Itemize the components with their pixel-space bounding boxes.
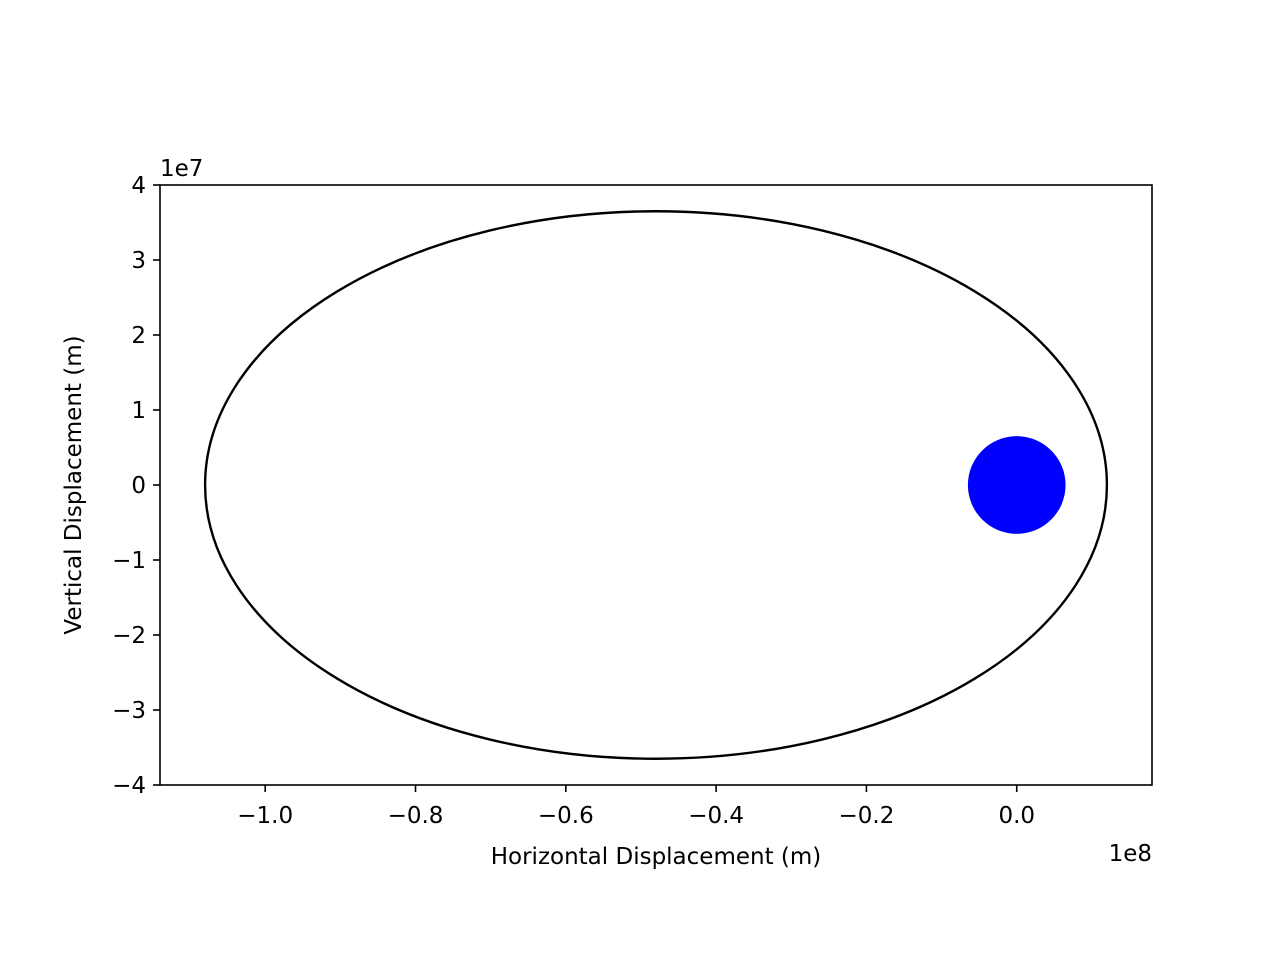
y-tick-label: 1 [131, 398, 146, 424]
x-tick-label: 0.0 [998, 803, 1035, 829]
y-tick-label: −3 [112, 698, 146, 724]
axes-frame [159, 184, 1153, 786]
x-tick-label: −0.2 [838, 803, 894, 829]
orbit-path [203, 210, 1109, 760]
y-tick-label: 3 [131, 248, 146, 274]
x-offset-label: 1e8 [1109, 841, 1152, 867]
x-tick-label: −0.8 [388, 803, 444, 829]
y-tick-label: 0 [131, 473, 146, 499]
x-axis-label: Horizontal Displacement (m) [491, 844, 822, 870]
x-tick-label: −0.4 [688, 803, 744, 829]
y-axis-ticks: 4 3 2 1 0 −1 −2 −3 −4 [112, 173, 160, 799]
y-tick-label: 2 [131, 323, 146, 349]
x-tick-label: −1.0 [237, 803, 293, 829]
y-tick-label: 4 [131, 173, 146, 199]
x-tick-label: −0.6 [538, 803, 594, 829]
y-tick-label: −2 [112, 623, 146, 649]
y-offset-label: 1e7 [160, 156, 203, 182]
plot-content [203, 210, 1109, 760]
x-axis-ticks: −1.0 −0.8 −0.6 −0.4 −0.2 0.0 [237, 785, 1035, 829]
y-tick-label: −1 [112, 548, 146, 574]
y-axis-label: Vertical Displacement (m) [61, 335, 87, 634]
y-tick-label: −4 [112, 773, 146, 799]
central-body-marker [967, 436, 1066, 534]
